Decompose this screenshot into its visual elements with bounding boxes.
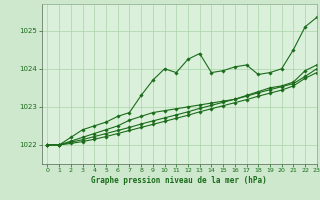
X-axis label: Graphe pression niveau de la mer (hPa): Graphe pression niveau de la mer (hPa) xyxy=(91,176,267,185)
